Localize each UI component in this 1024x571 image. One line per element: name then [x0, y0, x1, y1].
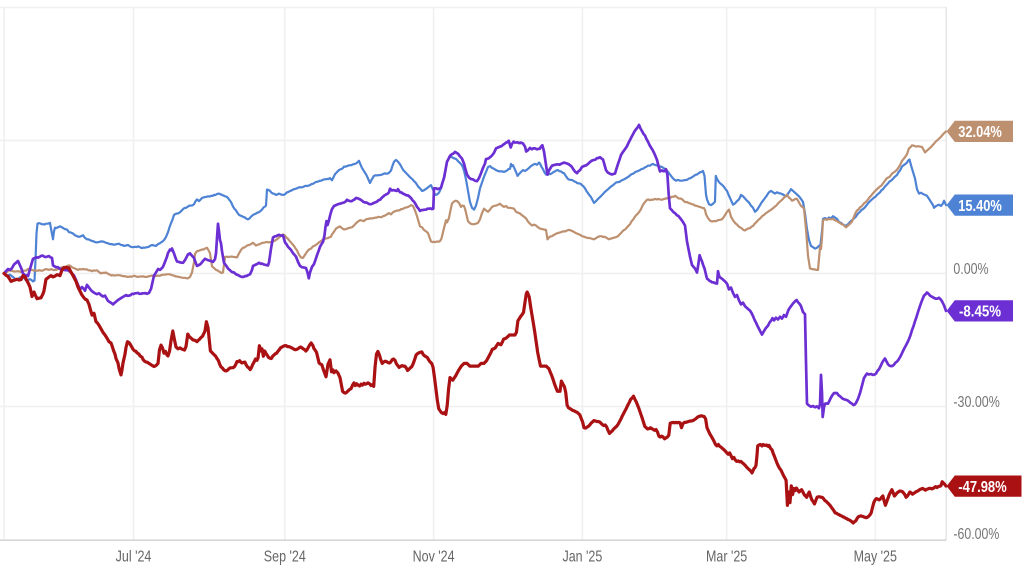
- svg-text:Jan '25: Jan '25: [563, 549, 603, 566]
- svg-text:-8.45%: -8.45%: [959, 304, 1001, 321]
- svg-text:Mar '25: Mar '25: [706, 549, 747, 566]
- svg-text:Sep '24: Sep '24: [264, 549, 306, 566]
- svg-text:15.40%: 15.40%: [958, 198, 1002, 215]
- svg-text:-60.00%: -60.00%: [953, 526, 999, 543]
- svg-text:Nov '24: Nov '24: [413, 549, 455, 566]
- svg-text:May '25: May '25: [854, 549, 897, 566]
- svg-text:-47.98%: -47.98%: [958, 479, 1007, 496]
- svg-text:0.00%: 0.00%: [953, 261, 988, 278]
- svg-text:-30.00%: -30.00%: [953, 394, 999, 411]
- svg-text:Jul '24: Jul '24: [116, 549, 152, 566]
- svg-text:32.04%: 32.04%: [958, 124, 1002, 141]
